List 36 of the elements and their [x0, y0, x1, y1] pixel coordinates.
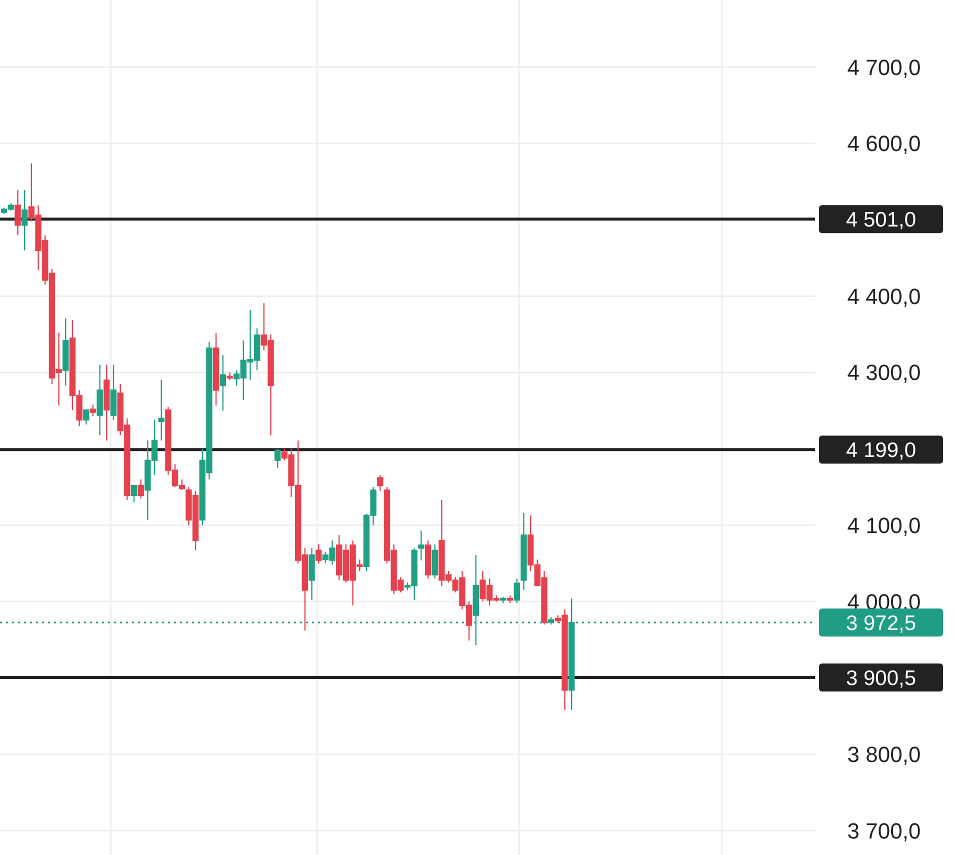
candlestick — [62, 318, 69, 386]
y-tick-label: 4 700,0 — [847, 54, 921, 80]
candlestick — [22, 189, 28, 251]
y-tick-label: 3 800,0 — [847, 742, 921, 767]
y-tick-label: 3 700,0 — [847, 818, 921, 844]
candlestick — [96, 364, 103, 436]
y-tick-label: 4 400,0 — [847, 284, 921, 309]
candlestick — [110, 364, 117, 420]
candlestick — [104, 364, 110, 442]
candlestick — [308, 548, 315, 601]
y-tick-label: 4 300,0 — [847, 360, 921, 386]
candlestick — [212, 332, 220, 406]
candlestick — [500, 596, 506, 604]
candlestick — [520, 512, 527, 591]
candlestick — [158, 380, 164, 442]
candlestick — [138, 478, 144, 500]
ref-line-label: 4 199,0 — [846, 438, 916, 462]
candlestick — [130, 484, 138, 503]
y-tick-label: 4 600,0 — [847, 131, 921, 156]
candlestick — [14, 189, 21, 236]
ref-line-label: 3 972,5 — [846, 612, 916, 635]
candlestick — [377, 474, 384, 492]
candlestick — [83, 409, 90, 426]
candlestick — [506, 594, 514, 604]
candlestick — [220, 354, 226, 412]
candlestick — [226, 372, 233, 381]
ref-line-label: 4 501,0 — [846, 208, 916, 232]
y-tick-label: 4 100,0 — [847, 512, 921, 538]
candlestick — [418, 530, 424, 561]
candlestick — [432, 544, 438, 580]
candlestick — [514, 578, 520, 604]
candlestick — [90, 404, 96, 417]
ref-line-label: 3 900,5 — [846, 666, 916, 690]
candlestick — [274, 448, 281, 469]
candlestick — [424, 540, 432, 580]
candlestick — [316, 544, 322, 564]
